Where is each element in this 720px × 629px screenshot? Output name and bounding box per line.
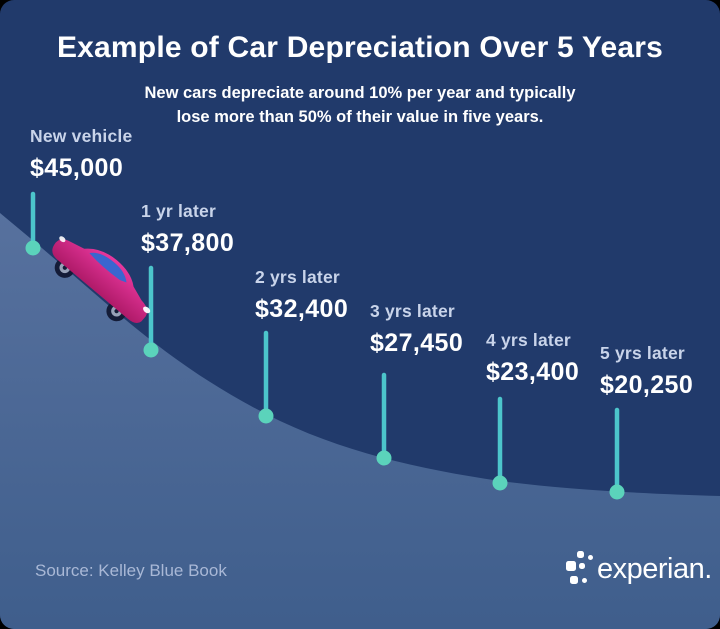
data-point-value: $37,800 <box>141 229 235 257</box>
data-point-label: 5 yrs later <box>600 343 685 363</box>
dot-2yr <box>258 408 274 424</box>
car-headlight <box>143 306 151 314</box>
data-point-3yr: 3 yrs later $27,450 <box>370 301 463 358</box>
data-point-value: $32,400 <box>255 295 349 323</box>
marker-dots <box>25 240 625 500</box>
data-point-label: 1 yr later <box>141 201 216 221</box>
data-point-5yr: 5 yrs later $20,250 <box>600 343 693 400</box>
data-point-value: $20,250 <box>600 371 694 399</box>
data-point-label: 4 yrs later <box>486 330 571 350</box>
slope-hill-shape <box>0 213 720 629</box>
experian-wordmark: experian. <box>597 553 712 585</box>
experian-logo-mark-square <box>579 563 585 569</box>
dot-1yr <box>143 342 159 358</box>
chart-subtitle: New cars depreciate around 10% per year … <box>0 81 720 129</box>
dot-3yr <box>376 450 392 466</box>
data-point-label: 3 yrs later <box>370 301 455 321</box>
car-illustration <box>52 236 151 324</box>
experian-logo-mark-square <box>566 561 576 571</box>
dot-new-vehicle <box>25 240 41 256</box>
data-point-4yr: 4 yrs later $23,400 <box>486 330 579 387</box>
marker-stems <box>30 191 620 491</box>
data-point-label: New vehicle <box>30 126 133 146</box>
data-point-label: 2 yrs later <box>255 267 340 287</box>
data-point-new-vehicle: New vehicle $45,000 <box>30 126 132 183</box>
dot-4yr <box>492 475 508 491</box>
data-point-value: $45,000 <box>30 154 124 182</box>
chart-subtitle-line1: New cars depreciate around 10% per year … <box>144 84 576 102</box>
data-point-value: $23,400 <box>486 358 580 386</box>
experian-logo: experian. <box>566 549 716 599</box>
data-point-1yr: 1 yr later $37,800 <box>141 201 234 258</box>
data-point-value: $27,450 <box>370 329 464 357</box>
car-body <box>52 239 148 324</box>
experian-logo-mark-square <box>588 555 593 560</box>
chart-subtitle-line2: lose more than 50% of their value in fiv… <box>176 108 544 126</box>
chart-title: Example of Car Depreciation Over 5 Years <box>56 31 664 64</box>
car-taillight <box>59 236 66 243</box>
experian-logo-mark-square <box>577 551 584 558</box>
dot-5yr <box>609 484 625 500</box>
experian-logo-mark-square <box>582 578 587 583</box>
source-attribution: Source: Kelley Blue Book <box>35 561 227 580</box>
data-point-2yr: 2 yrs later $32,400 <box>255 267 348 324</box>
car-window <box>89 252 127 283</box>
experian-logo-mark-square <box>570 576 578 584</box>
